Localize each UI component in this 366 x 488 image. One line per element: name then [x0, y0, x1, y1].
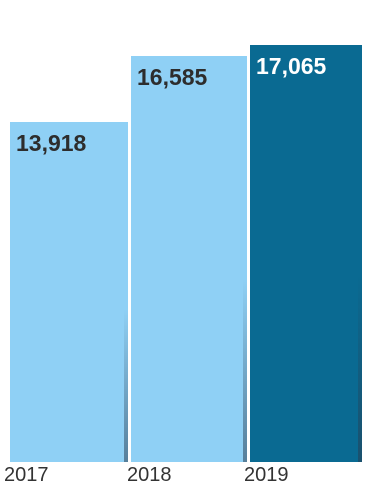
value-label: 13,918	[16, 129, 87, 156]
bar-2018	[131, 56, 247, 462]
bar-2019	[250, 44, 362, 462]
bar-edge-shadow	[124, 308, 128, 462]
category-label: 2017	[4, 464, 49, 486]
bar-2017	[10, 121, 128, 462]
bar-edge-shadow	[243, 279, 247, 462]
category-label: 2019	[244, 464, 289, 486]
category-label: 2018	[127, 464, 172, 486]
value-label: 16,585	[137, 64, 208, 91]
bar-edge-shadow	[358, 274, 362, 462]
value-label: 17,065	[256, 52, 327, 79]
